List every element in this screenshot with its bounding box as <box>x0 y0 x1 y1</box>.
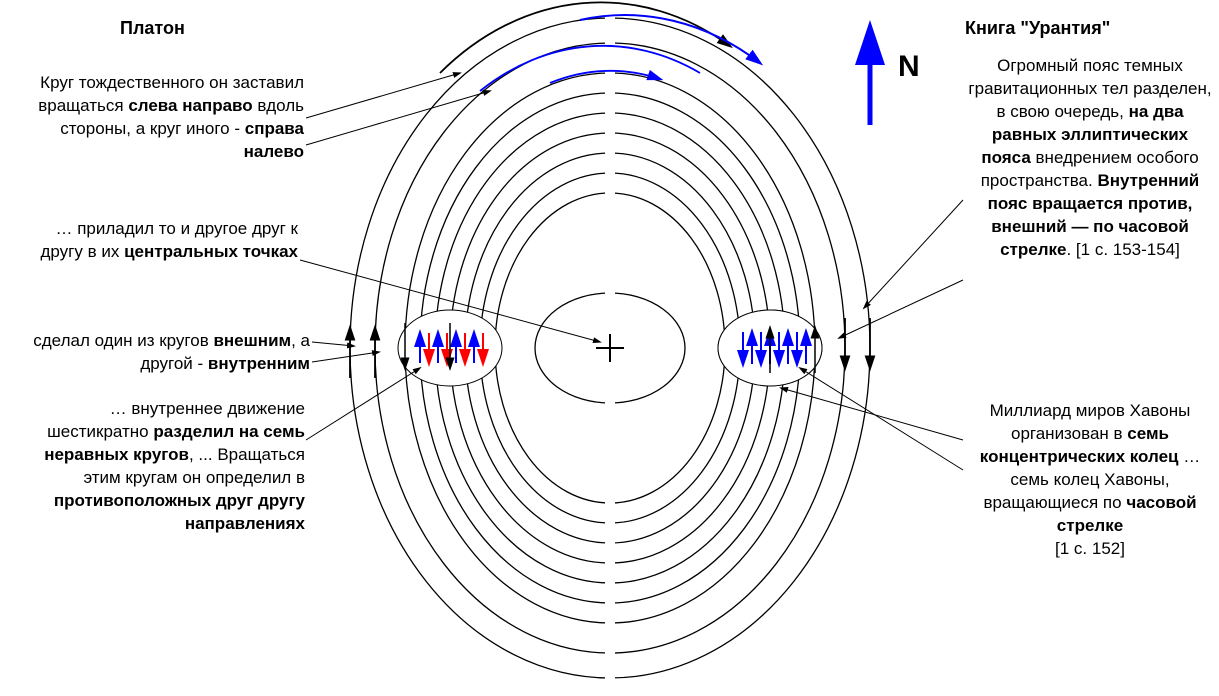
diagram <box>0 0 1219 696</box>
